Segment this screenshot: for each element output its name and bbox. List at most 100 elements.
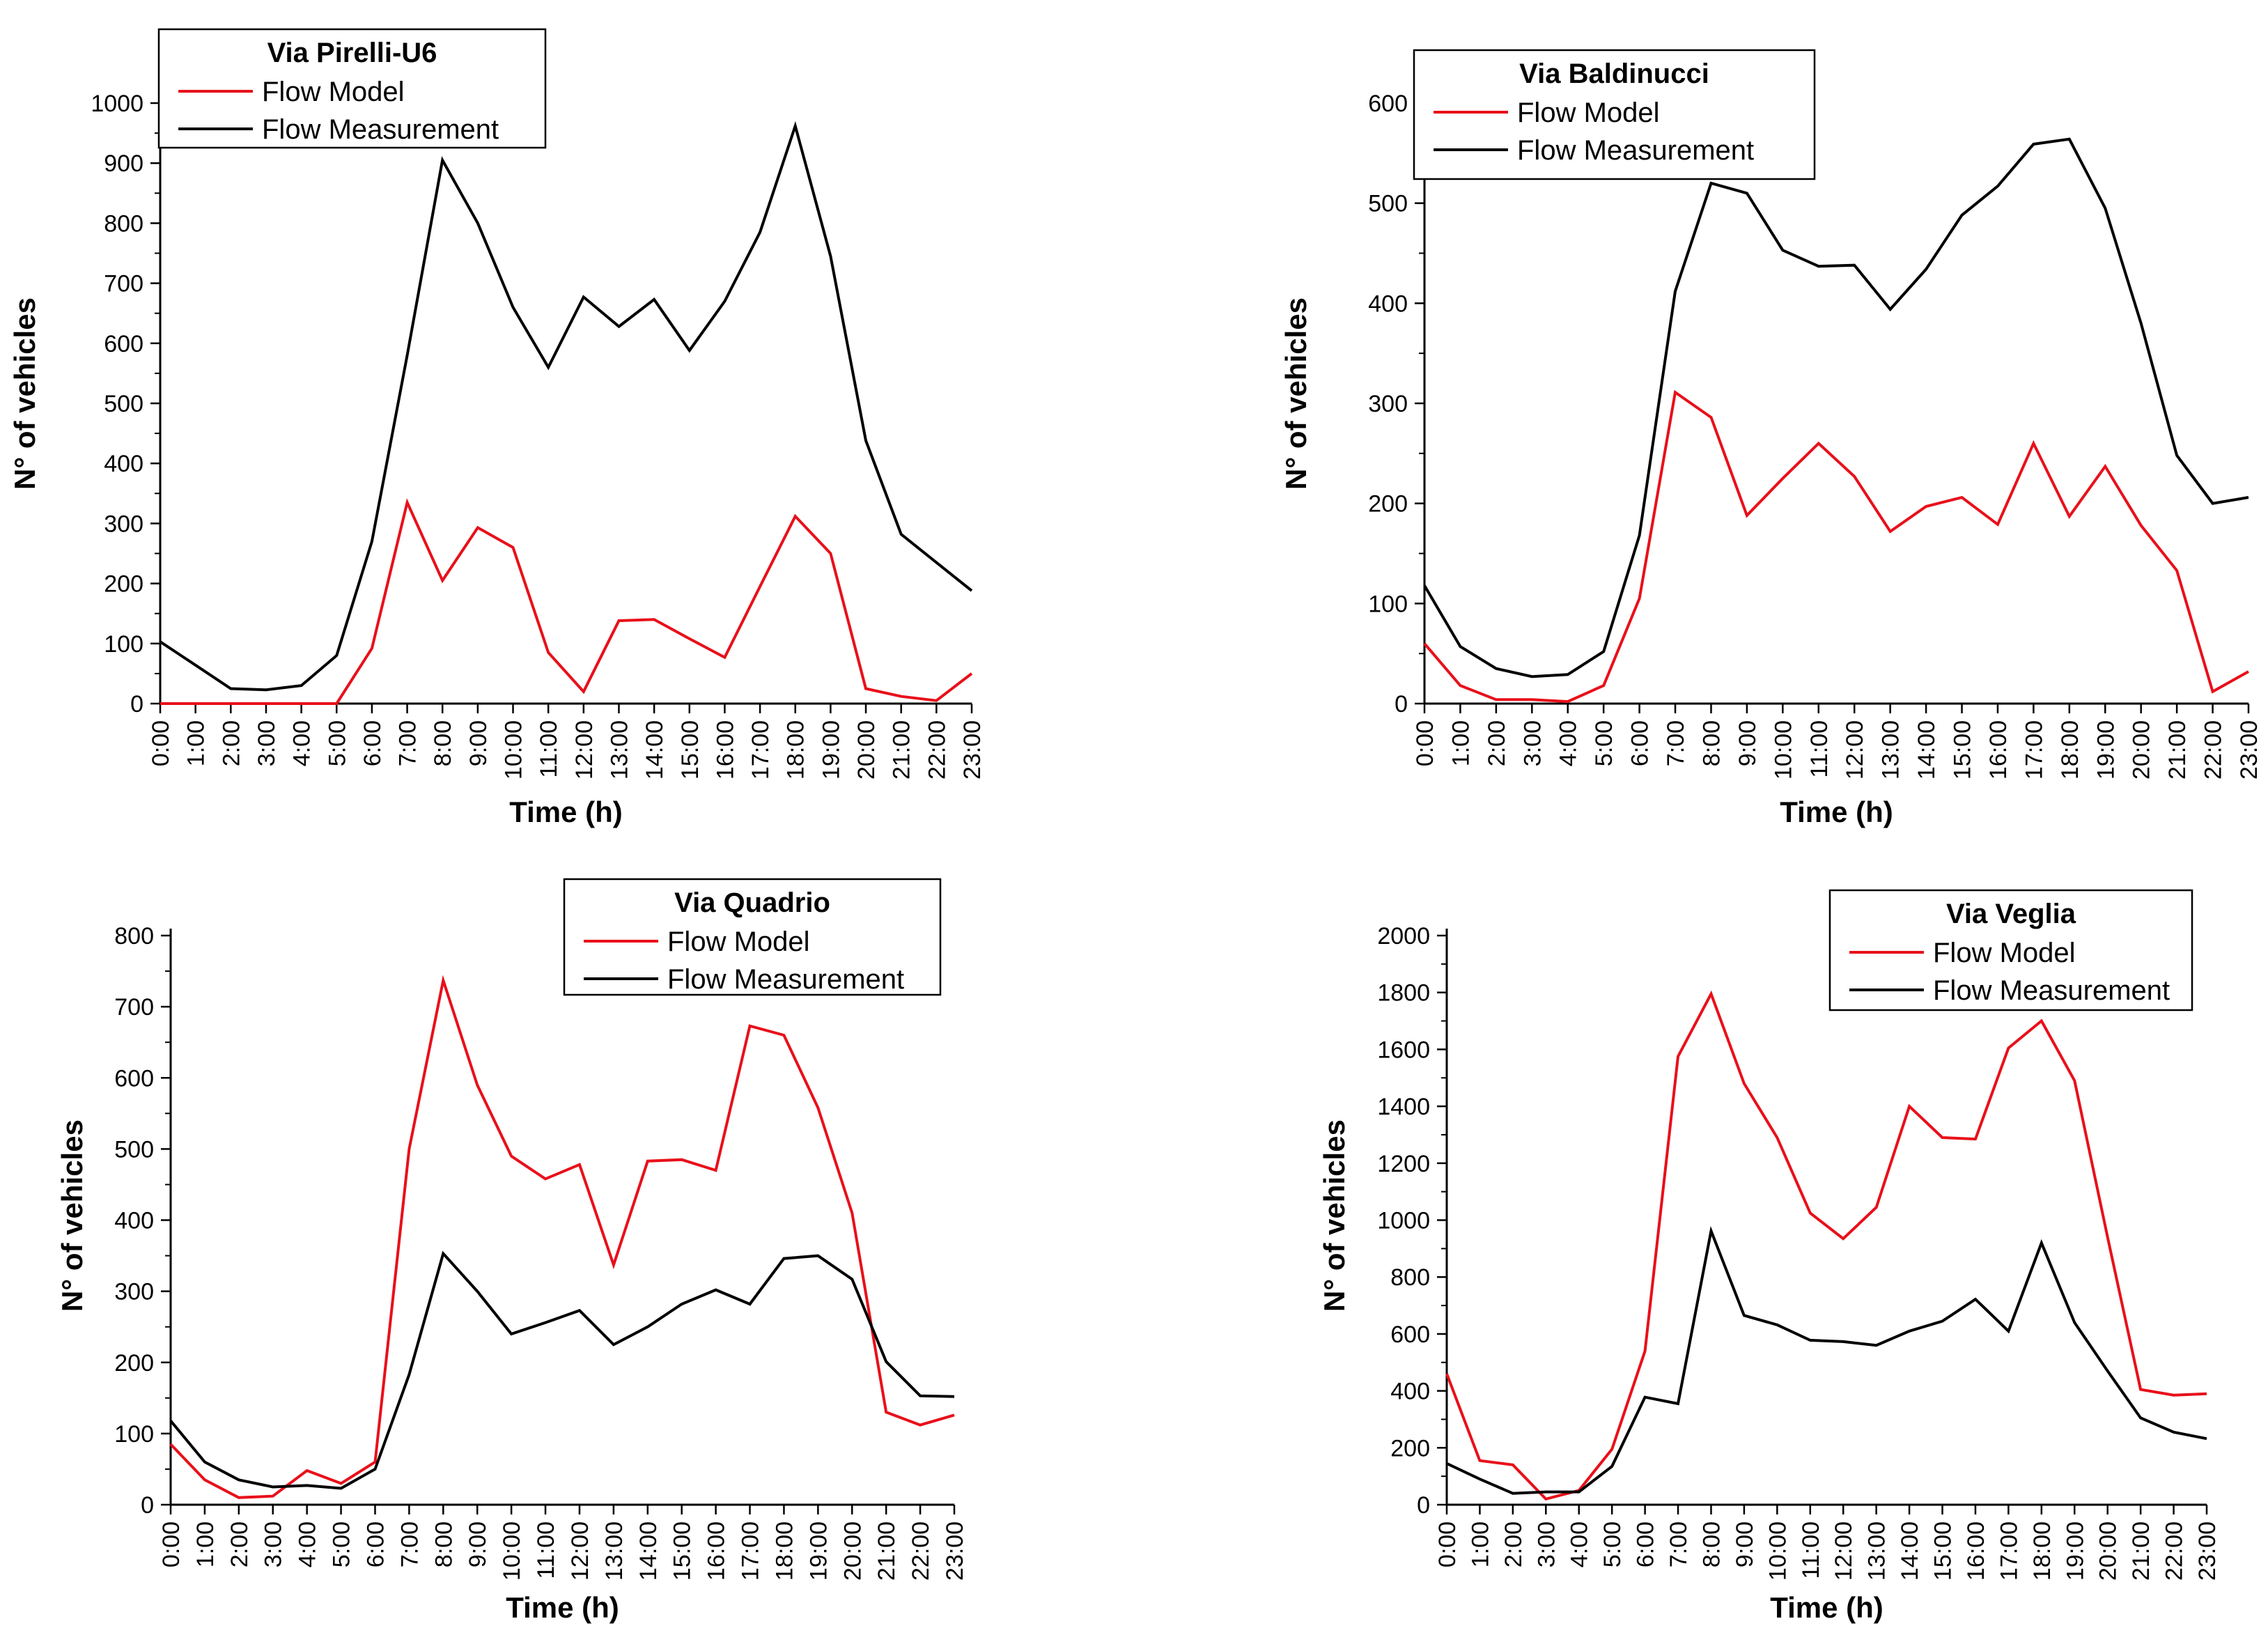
y-tick-label: 700 (104, 271, 143, 297)
legend-box (563, 878, 942, 996)
x-tick-label: 21:00 (2164, 720, 2191, 780)
y-tick-label: 800 (114, 923, 154, 949)
chart-title: Via Baldinucci (1519, 59, 1709, 89)
y-tick-label: 600 (1368, 91, 1408, 117)
x-tick-label: 3:00 (1519, 720, 1546, 766)
x-tick-label: 2:00 (226, 1521, 253, 1567)
x-tick-label: 13:00 (606, 720, 632, 780)
y-tick-label: 900 (104, 150, 143, 177)
chart-title: Via Veglia (1946, 899, 2076, 929)
x-tick-label: 20:00 (853, 720, 880, 780)
y-tick-label: 0 (130, 691, 143, 718)
series-line-flow-measurement (159, 121, 973, 692)
x-tick-label: 18:00 (2057, 720, 2083, 780)
x-tick-label: 10:00 (499, 1521, 525, 1581)
x-tick-label: 9:00 (1732, 1521, 1758, 1567)
y-tick-label: 200 (114, 1350, 154, 1377)
legend-entry: Flow Model (1933, 938, 2076, 968)
y-tick-label: 0 (1395, 691, 1408, 718)
y-tick-label: 500 (104, 391, 143, 417)
x-tick-label: 17:00 (747, 720, 774, 780)
chart-4: 0 200 400 600 800 1000 1200 1400 1600 1800 2000 0:0… (1318, 889, 2221, 1624)
y-axis-title: N° of vehicles (1280, 297, 1312, 490)
x-tick-label: 8:00 (1698, 720, 1725, 766)
chart-title: Via Quadrio (674, 887, 830, 918)
x-tick-label: 10:00 (501, 720, 527, 780)
x-tick-label: 21:00 (2128, 1521, 2154, 1581)
y-tick-label: 200 (104, 571, 143, 598)
x-tick-label: 8:00 (430, 1521, 457, 1567)
y-axis-title: N° of vehicles (56, 1119, 88, 1312)
legend-entry: Flow Measurement (1933, 975, 2170, 1006)
x-tick-label: 14:00 (1897, 1521, 1923, 1581)
legend-entry: Flow Model (667, 927, 810, 957)
x-tick-label: 3:00 (254, 720, 280, 766)
x-tick-label: 22:00 (924, 720, 950, 780)
x-tick-label: 13:00 (1878, 720, 1904, 780)
chart-1: 0 100 200 300 400 500 600 700 800 900 1000 0:00 1:00… (8, 28, 986, 828)
x-tick-label: 6:00 (1627, 720, 1654, 766)
x-tick-label: 1:00 (1447, 720, 1474, 766)
x-tick-label: 3:00 (1533, 1521, 1560, 1567)
x-tick-label: 16:00 (1963, 1521, 1989, 1581)
series-line-flow-model (169, 975, 955, 1499)
x-tick-label: 10:00 (1764, 1521, 1791, 1581)
x-tick-label: 16:00 (1985, 720, 2012, 780)
y-axis-title: N° of vehicles (8, 297, 41, 490)
x-tick-label: 10:00 (1770, 720, 1796, 780)
x-tick-label: 1:00 (183, 720, 210, 766)
x-tick-label: 23:00 (2236, 720, 2262, 780)
x-tick-label: 22:00 (908, 1521, 934, 1581)
x-tick-label: 14:00 (635, 1521, 662, 1581)
x-tick-label: 22:00 (2200, 720, 2227, 780)
y-tick-label: 400 (104, 451, 143, 477)
x-tick-label: 5:00 (324, 720, 350, 766)
x-tick-label: 4:00 (295, 1521, 321, 1567)
x-tick-label: 19:00 (805, 1521, 832, 1581)
series-line-flow-measurement (1423, 137, 2249, 679)
x-tick-label: 0:00 (1434, 1521, 1461, 1567)
y-tick-label: 300 (114, 1279, 154, 1305)
x-tick-label: 2:00 (1500, 1521, 1527, 1567)
x-tick-label: 11:00 (1798, 1521, 1824, 1579)
y-tick-label: 800 (1390, 1264, 1430, 1291)
series-line-flow-model (1445, 990, 2207, 1501)
x-tick-label: 11:00 (533, 1521, 559, 1579)
y-tick-label: 800 (104, 210, 143, 237)
chart-title: Via Pirelli-U6 (267, 38, 437, 68)
x-tick-label: 8:00 (430, 720, 456, 766)
y-tick-label: 300 (1368, 391, 1408, 417)
x-axis-title: Time (h) (509, 796, 623, 828)
y-tick-label: 400 (114, 1208, 154, 1234)
x-tick-label: 20:00 (2129, 720, 2155, 780)
y-tick-label: 1400 (1377, 1094, 1430, 1120)
y-tick-label: 100 (114, 1421, 154, 1448)
x-tick-label: 19:00 (2062, 1521, 2088, 1581)
x-tick-label: 9:00 (465, 1521, 491, 1567)
y-tick-label: 1000 (91, 91, 143, 117)
x-tick-label: 21:00 (889, 720, 915, 780)
y-tick-label: 1200 (1377, 1151, 1430, 1177)
x-tick-label: 17:00 (738, 1521, 764, 1581)
x-tick-label: 12:00 (567, 1521, 593, 1581)
y-tick-label: 1600 (1377, 1037, 1430, 1063)
y-tick-label: 500 (114, 1136, 154, 1163)
x-tick-label: 5:00 (1599, 1521, 1626, 1567)
x-tick-label: 13:00 (1864, 1521, 1890, 1581)
y-tick-label: 0 (141, 1492, 154, 1519)
x-tick-label: 6:00 (1633, 1521, 1659, 1567)
y-tick-label: 1800 (1377, 980, 1430, 1007)
chart-3: 0 100 200 300 400 500 600 700 800 0:00 1:00 2:00 3:0… (56, 878, 968, 1624)
series-line-flow-measurement (1446, 1225, 2207, 1495)
x-tick-label: 23:00 (942, 1521, 968, 1581)
y-tick-label: 300 (104, 511, 143, 537)
series-line-flow-measurement (169, 1250, 955, 1490)
x-tick-label: 2:00 (1484, 720, 1510, 766)
x-tick-label: 17:00 (1996, 1521, 2022, 1581)
legend: Via Veglia Flow Model Flow Measurement (1828, 889, 2193, 1011)
y-tick-label: 200 (1390, 1435, 1430, 1462)
x-tick-label: 14:00 (642, 720, 668, 780)
x-tick-label: 0:00 (158, 1521, 185, 1567)
x-tick-label: 1:00 (192, 1521, 219, 1567)
